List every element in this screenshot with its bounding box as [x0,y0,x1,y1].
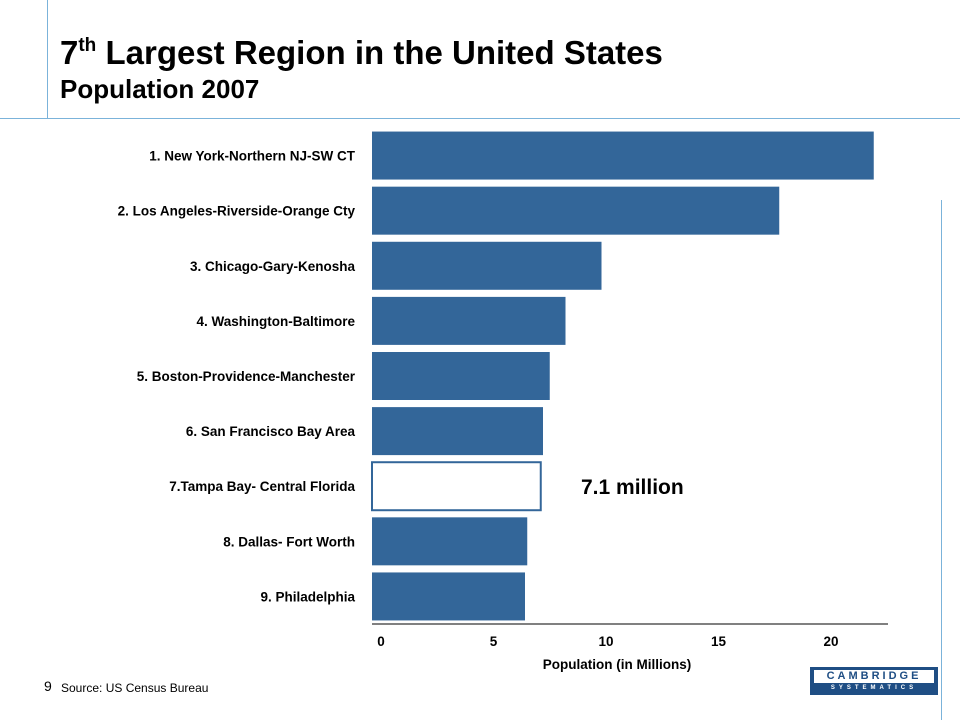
bar-8 [372,517,528,566]
source-note: Source: US Census Bureau [61,681,209,695]
x-tick-label-5: 5 [490,634,498,649]
category-label-2: 2. Los Angeles-Riverside-Orange Cty [118,204,356,219]
bar-5 [372,352,550,400]
frame-line-vertical [47,0,48,118]
x-tick-label-15: 15 [711,634,727,649]
x-tick-label-20: 20 [823,634,838,649]
frame-line-horizontal [0,118,960,119]
highlight-annotation: 7.1 million [581,476,684,499]
cambridge-systematics-logo: CAMBRIDGE SYSTEMATICS [810,667,938,695]
category-label-7: 7.Tampa Bay- Central Florida [169,479,355,494]
category-label-3: 3. Chicago-Gary-Kenosha [190,259,356,274]
bar-1 [372,131,874,180]
category-label-5: 5. Boston-Providence-Manchester [137,369,356,384]
frame-line-right [941,200,942,720]
category-label-4: 4. Washington-Baltimore [196,314,355,329]
x-tick-label-10: 10 [598,634,613,649]
page-number: 9 [44,678,52,694]
bar-2 [372,186,780,235]
category-label-1: 1. New York-Northern NJ-SW CT [149,149,356,164]
page-subtitle: Population 2007 [60,74,260,104]
x-tick-label-0: 0 [377,634,385,649]
bar-4 [372,296,566,345]
title-text: Largest Region in the United States [96,34,663,71]
bar-9 [372,572,525,621]
page-title: 7th Largest Region in the United States [60,36,663,69]
logo-name: CAMBRIDGE [814,670,934,683]
title-rank: 7 [60,34,79,71]
bar-7 [371,461,542,512]
category-label-6: 6. San Francisco Bay Area [186,424,356,439]
x-axis-title: Population (in Millions) [543,657,691,672]
category-label-8: 8. Dallas- Fort Worth [223,534,355,549]
title-suffix: th [78,35,97,56]
bar-3 [372,241,602,290]
logo-tagline: SYSTEMATICS [830,685,918,691]
bar-6 [372,407,543,456]
category-label-9: 9. Philadelphia [260,589,355,604]
